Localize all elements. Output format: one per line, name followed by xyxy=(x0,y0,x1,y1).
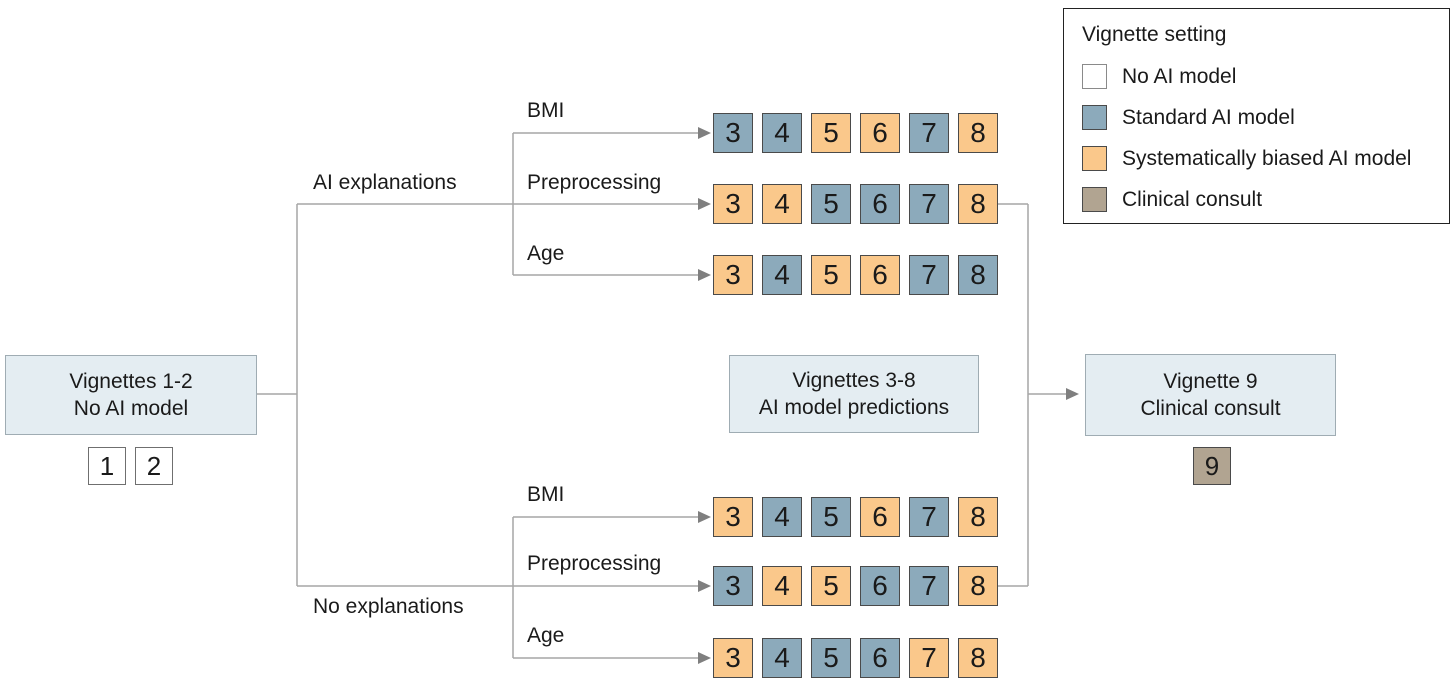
vignette-box: 7 xyxy=(909,184,949,224)
vignette-box: 8 xyxy=(958,638,998,678)
vignette-box-row-age: 3 4 5 6 7 8 xyxy=(713,255,998,295)
vignette-box: 7 xyxy=(909,638,949,678)
vignette-box: 6 xyxy=(860,255,900,295)
branch-label-ai-explanations: AI explanations xyxy=(313,171,457,194)
vignette-box: 3 xyxy=(713,638,753,678)
factor-label-age: Age xyxy=(527,624,565,647)
vignette-chip-9: 9 xyxy=(1193,447,1231,485)
vignette-box: 3 xyxy=(713,184,753,224)
vignette-box: 3 xyxy=(713,497,753,537)
node-title: Vignettes 1-2 xyxy=(69,370,193,393)
node-vignette-9: Vignette 9 Clinical consult xyxy=(1085,354,1336,436)
factor-label-bmi: BMI xyxy=(527,99,565,122)
legend-item-clinical-consult: Clinical consult xyxy=(1082,187,1449,212)
vignette-box: 6 xyxy=(860,497,900,537)
vignette-box: 4 xyxy=(762,638,802,678)
legend-label: Standard AI model xyxy=(1122,106,1295,129)
legend-label: Systematically biased AI model xyxy=(1122,147,1412,170)
legend-label: No AI model xyxy=(1122,65,1237,88)
vignette-box: 7 xyxy=(909,497,949,537)
node-subtitle: AI model predictions xyxy=(758,396,950,419)
vignette-box-row-age: 3 4 5 6 7 8 xyxy=(713,638,998,678)
legend-label: Clinical consult xyxy=(1122,188,1263,211)
vignette-box: 3 xyxy=(713,255,753,295)
legend-swatch-standard-ai-model xyxy=(1082,105,1107,130)
vignette-box: 6 xyxy=(860,638,900,678)
vignette-box: 7 xyxy=(909,566,949,606)
vignette-box-row-preprocessing: 3 4 5 6 7 8 xyxy=(713,184,998,224)
vignette-box: 5 xyxy=(811,638,851,678)
vignette-box: 5 xyxy=(811,113,851,153)
factor-label-preprocessing: Preprocessing xyxy=(527,171,662,194)
legend-swatch-biased-ai-model xyxy=(1082,146,1107,171)
vignette-box: 4 xyxy=(762,255,802,295)
branch-lines xyxy=(257,132,1066,659)
node-vignettes-3-8: Vignettes 3-8 AI model predictions xyxy=(729,355,979,433)
legend-item-standard-ai-model: Standard AI model xyxy=(1082,105,1449,130)
vignette-box: 4 xyxy=(762,566,802,606)
vignette-box: 6 xyxy=(860,566,900,606)
node-title: Vignette 9 xyxy=(1163,370,1258,393)
legend-swatch-no-ai-model xyxy=(1082,64,1107,89)
end-chip-row: 9 xyxy=(1193,447,1231,485)
vignette-box: 5 xyxy=(811,184,851,224)
legend-swatch-clinical-consult xyxy=(1082,187,1107,212)
factor-label-bmi: BMI xyxy=(527,483,565,506)
legend-item-biased-ai-model: Systematically biased AI model xyxy=(1082,146,1449,171)
node-subtitle: No AI model xyxy=(73,397,189,420)
vignette-box: 3 xyxy=(713,566,753,606)
branch-label-no-explanations: No explanations xyxy=(313,595,464,618)
vignette-box: 8 xyxy=(958,184,998,224)
vignette-chip-2: 2 xyxy=(135,447,173,485)
vignette-box: 4 xyxy=(762,497,802,537)
vignette-chip-1: 1 xyxy=(88,447,126,485)
factor-label-preprocessing: Preprocessing xyxy=(527,552,662,575)
vignette-box: 7 xyxy=(909,255,949,295)
vignette-box: 6 xyxy=(860,113,900,153)
legend-title: Vignette setting xyxy=(1082,23,1227,46)
vignette-box: 8 xyxy=(958,113,998,153)
vignette-box: 8 xyxy=(958,497,998,537)
vignette-box: 3 xyxy=(713,113,753,153)
vignette-box: 6 xyxy=(860,184,900,224)
start-chip-row: 1 2 xyxy=(88,447,173,485)
node-vignettes-1-2: Vignettes 1-2 No AI model xyxy=(5,355,257,435)
vignette-box: 7 xyxy=(909,113,949,153)
vignette-box: 5 xyxy=(811,497,851,537)
legend: Vignette setting No AI model Standard AI… xyxy=(1063,8,1450,224)
node-subtitle: Clinical consult xyxy=(1140,397,1281,420)
node-title: Vignettes 3-8 xyxy=(792,369,916,392)
vignette-box: 5 xyxy=(811,255,851,295)
vignette-box: 5 xyxy=(811,566,851,606)
vignette-box-row-bmi: 3 4 5 6 7 8 xyxy=(713,497,998,537)
vignette-box: 4 xyxy=(762,184,802,224)
factor-label-age: Age xyxy=(527,242,565,265)
vignette-box: 4 xyxy=(762,113,802,153)
legend-item-no-ai-model: No AI model xyxy=(1082,64,1449,89)
vignette-box-row-bmi: 3 4 5 6 7 8 xyxy=(713,113,998,153)
vignette-box: 8 xyxy=(958,566,998,606)
vignette-box-row-preprocessing: 3 4 5 6 7 8 xyxy=(713,566,998,606)
vignette-box: 8 xyxy=(958,255,998,295)
